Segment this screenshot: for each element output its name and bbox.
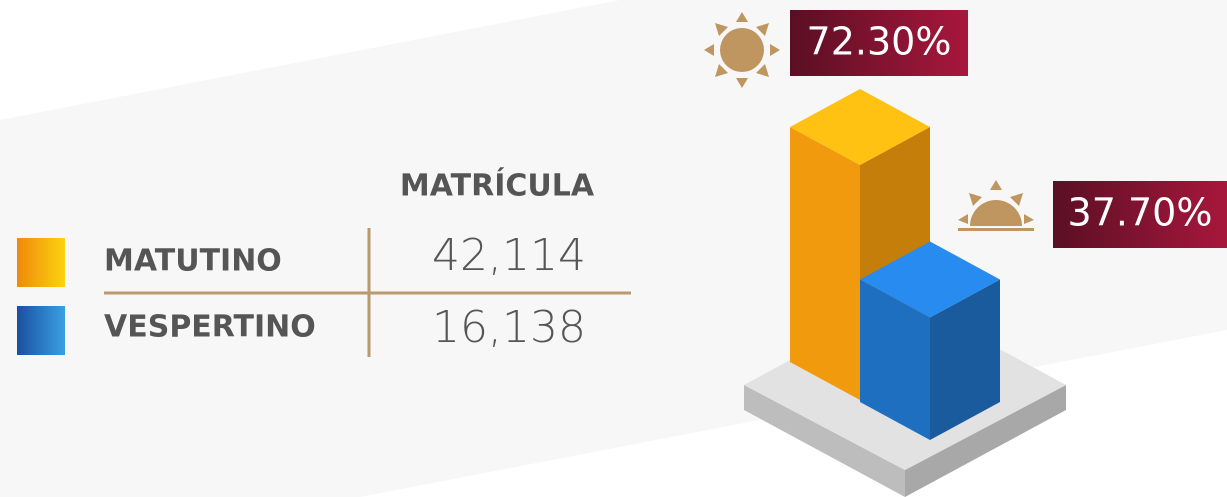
row-label: VESPERTINO — [104, 310, 316, 345]
bar-face — [860, 241, 1000, 318]
bar — [860, 241, 1000, 440]
table-header: MATRÍCULA — [400, 168, 595, 204]
bar-face — [860, 279, 930, 440]
legend-swatch — [17, 238, 65, 287]
value-label: 37.70% — [1068, 191, 1213, 235]
value-label: 72.30% — [807, 20, 952, 64]
sun-icon — [704, 12, 780, 88]
label-box — [1053, 181, 1227, 248]
legend-swatch — [17, 306, 65, 355]
sunset-icon — [958, 180, 1034, 231]
row-value: 16,138 — [432, 302, 586, 353]
label-box — [790, 10, 968, 76]
row-label: MATUTINO — [104, 244, 282, 279]
bar-face — [930, 279, 1000, 440]
bar-face — [790, 127, 860, 401]
bar-face — [790, 89, 930, 166]
row-value: 42,114 — [432, 230, 586, 281]
